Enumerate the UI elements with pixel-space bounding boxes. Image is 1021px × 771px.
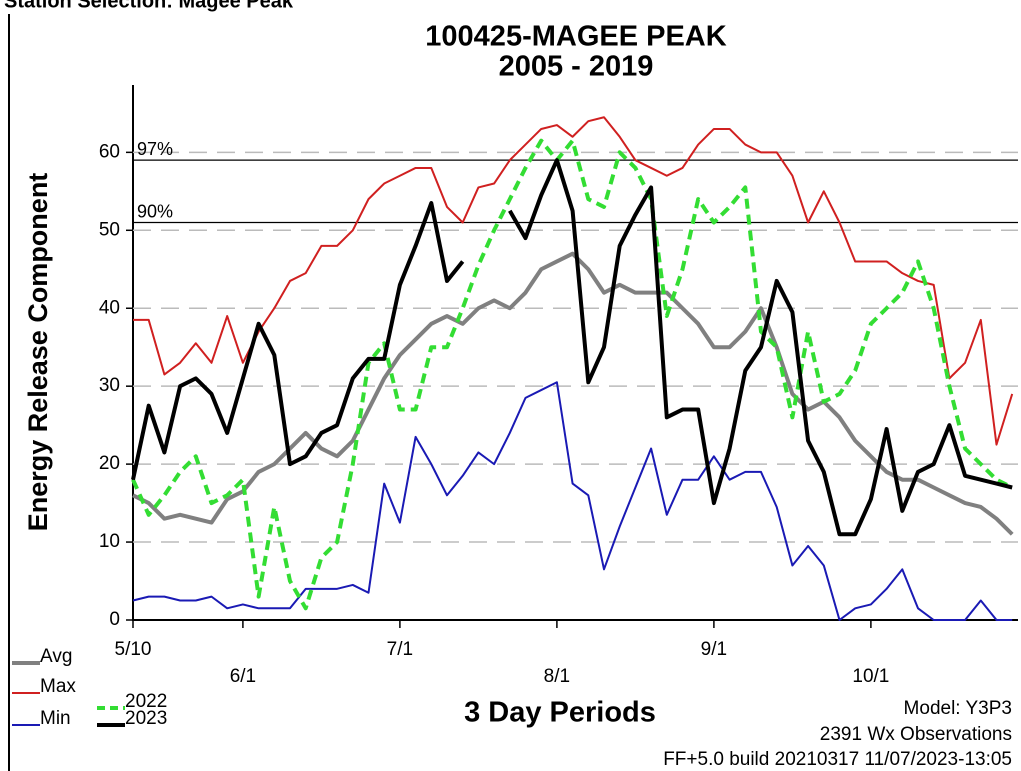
x-tick-label: 5/10 <box>115 639 152 660</box>
series-line <box>133 116 1014 446</box>
y-tick-label: 10 <box>99 531 120 552</box>
reference-label: 90% <box>137 201 173 221</box>
y-tick-label: 50 <box>99 219 120 240</box>
legend-label: 2022 <box>125 691 167 712</box>
series-line <box>131 138 1014 611</box>
series-line <box>508 158 1013 537</box>
note: 2391 Wx Observations <box>820 724 1012 745</box>
y-tick-label: 40 <box>99 297 120 318</box>
x-tick-label: 7/1 <box>387 639 413 660</box>
note: Model: Y3P3 <box>904 698 1012 719</box>
x-tick-label: 9/1 <box>701 639 727 660</box>
legend-label: 2023 <box>125 708 167 729</box>
header: Station Selection: Magee Peak <box>4 0 294 12</box>
y-tick-label: 0 <box>109 609 120 630</box>
chart-title: 100425-MAGEE PEAK <box>425 21 726 53</box>
chart-subtitle: 2005 - 2019 <box>499 51 654 83</box>
legend-label: Min <box>40 708 71 729</box>
y-tick-label: 30 <box>99 375 120 396</box>
x-tick-label: 6/1 <box>230 666 256 687</box>
note: FF+5.0 build 20210317 11/07/2023-13:05 <box>663 749 1012 770</box>
series-line <box>131 201 465 481</box>
x-axis-label: 3 Day Periods <box>464 697 656 729</box>
series-line <box>132 251 1014 536</box>
y-axis-label: Energy Release Component <box>23 173 53 532</box>
reference-label: 97% <box>137 139 173 159</box>
x-tick-label: 10/1 <box>852 666 889 687</box>
y-tick-label: 20 <box>99 453 120 474</box>
x-tick-label: 8/1 <box>544 666 570 687</box>
legend-label: Avg <box>40 646 72 667</box>
series-line <box>132 381 1013 621</box>
y-tick-label: 60 <box>99 141 120 162</box>
legend-label: Max <box>40 676 76 697</box>
